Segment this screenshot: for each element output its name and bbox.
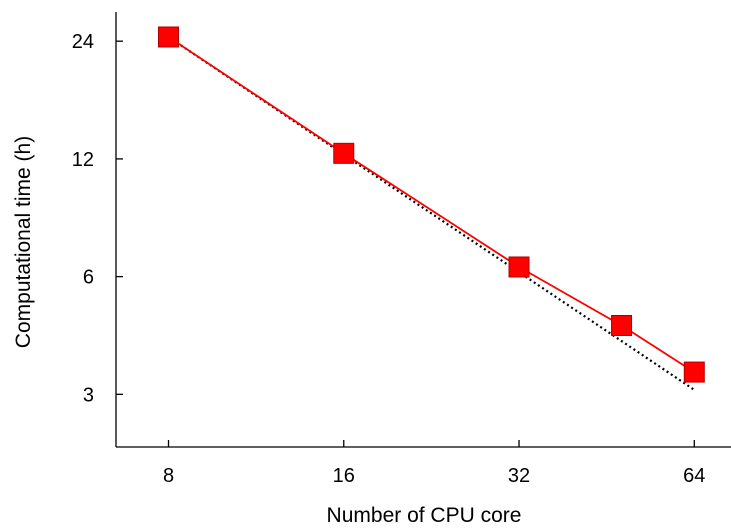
data-point-marker [611, 314, 633, 336]
x-tick-label: 16 [333, 465, 355, 487]
series-layer [158, 26, 705, 391]
series-1 [158, 26, 705, 383]
y-tick-label: 24 [72, 31, 94, 53]
data-point-marker [333, 142, 355, 164]
ticks: 8 16 32 64 3 6 12 24 [72, 31, 706, 487]
y-tick-label: 6 [83, 267, 94, 289]
y-tick-label: 12 [72, 149, 94, 171]
data-point-marker [158, 26, 180, 48]
data-point-marker [508, 256, 530, 278]
x-tick-label: 8 [163, 465, 174, 487]
data-point-marker [683, 361, 705, 383]
x-tick-label: 64 [683, 465, 705, 487]
y-tick-label: 3 [83, 384, 94, 406]
x-tick-label: 32 [508, 465, 530, 487]
y-axis-title: Computational time (h) [12, 136, 35, 348]
x-axis-title: Number of CPU core [327, 504, 522, 527]
axes [115, 12, 731, 448]
